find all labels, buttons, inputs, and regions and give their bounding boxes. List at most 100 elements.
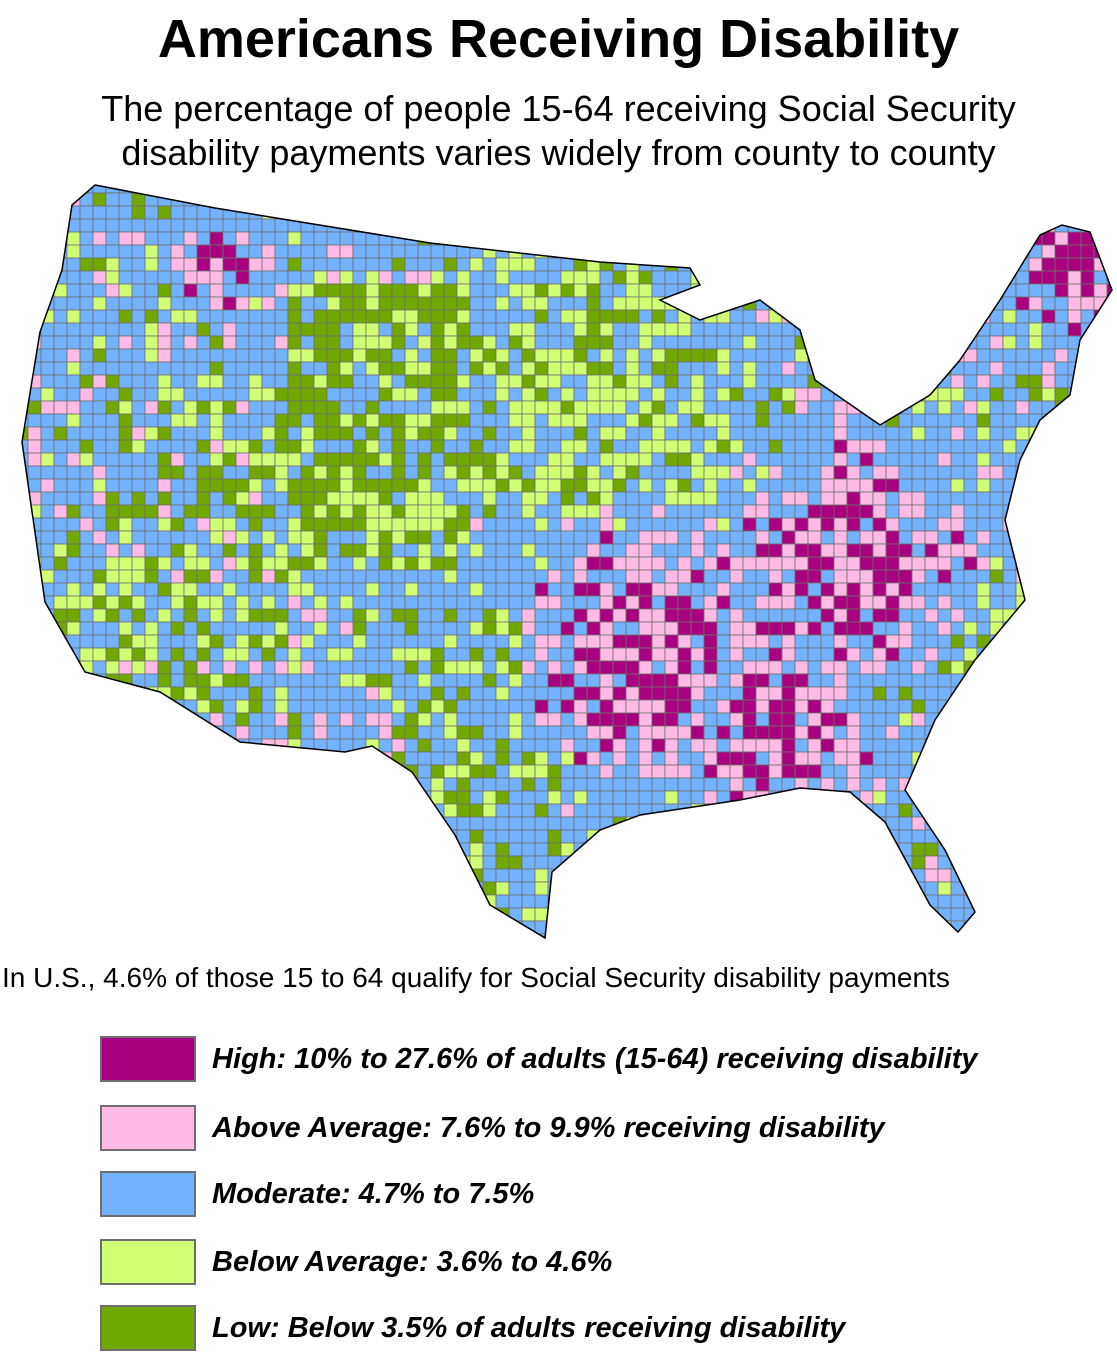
county-cell [27,413,42,428]
county-cell [1067,231,1082,246]
county-cell [118,543,133,558]
county-cell [846,283,861,298]
county-cell [196,647,211,662]
county-cell [859,283,874,298]
county-cell [807,309,822,324]
county-cell [885,777,900,792]
county-cell [950,185,965,194]
county-cell [222,686,237,701]
county-cell [625,686,640,701]
county-cell [625,712,640,727]
county-cell [599,361,614,376]
county-cell [833,725,848,740]
county-cell [781,504,796,519]
county-cell [404,790,419,805]
county-cell [378,673,393,688]
county-cell [768,712,783,727]
county-cell [1015,855,1030,870]
county-cell [443,738,458,753]
county-cell [365,439,380,454]
county-cell [625,608,640,623]
county-cell [79,296,94,311]
county-cell [22,764,29,779]
county-cell [339,296,354,311]
county-cell [716,608,731,623]
county-cell [937,517,952,532]
county-cell [859,686,874,701]
county-cell [1028,387,1043,402]
county-cell [703,218,718,233]
county-cell [976,673,991,688]
county-cell [690,452,705,467]
county-cell [144,660,159,675]
county-cell [846,751,861,766]
county-cell [27,231,42,246]
county-cell [105,387,120,402]
county-cell [755,842,770,857]
county-cell [768,192,783,207]
county-cell [79,192,94,207]
county-cell [222,322,237,337]
county-cell [950,621,965,636]
county-cell [144,699,159,714]
county-cell [79,452,94,467]
county-cell [937,816,952,831]
county-cell [196,517,211,532]
county-cell [300,582,315,597]
county-cell [274,244,289,259]
county-cell [937,621,952,636]
county-cell [846,829,861,844]
county-cell [911,699,926,714]
county-cell [417,894,432,909]
county-cell [885,595,900,610]
county-cell [417,881,432,896]
county-cell [248,517,263,532]
county-cell [196,296,211,311]
county-cell [950,270,965,285]
county-cell [1067,400,1082,415]
county-cell [690,738,705,753]
county-cell [898,426,913,441]
county-cell [911,686,926,701]
county-cell [105,335,120,350]
county-cell [326,595,341,610]
county-cell [664,764,679,779]
county-cell [209,387,224,402]
county-cell [833,465,848,480]
county-cell [1028,569,1043,584]
county-cell [105,504,120,519]
county-cell [391,894,406,909]
county-cell [508,816,523,831]
county-cell [625,283,640,298]
county-cell [326,244,341,259]
county-cell [1054,608,1069,623]
county-cell [222,894,237,909]
county-cell [482,660,497,675]
county-cell [872,634,887,649]
county-cell [209,595,224,610]
county-cell [287,452,302,467]
county-cell [495,374,510,389]
county-cell [157,517,172,532]
county-cell [833,244,848,259]
county-cell [1041,439,1056,454]
county-cell [833,777,848,792]
county-cell [1054,439,1069,454]
county-cell [248,400,263,415]
county-cell [391,218,406,233]
county-cell [105,855,120,870]
county-cell [560,595,575,610]
county-cell [365,595,380,610]
county-cell [92,231,107,246]
county-cell [664,530,679,545]
county-cell [144,634,159,649]
county-cell [183,439,198,454]
county-cell [105,868,120,883]
county-cell [144,413,159,428]
county-cell [651,595,666,610]
county-cell [586,933,601,938]
county-cell [898,439,913,454]
county-cell [430,185,445,194]
county-cell [352,530,367,545]
county-cell [573,725,588,740]
